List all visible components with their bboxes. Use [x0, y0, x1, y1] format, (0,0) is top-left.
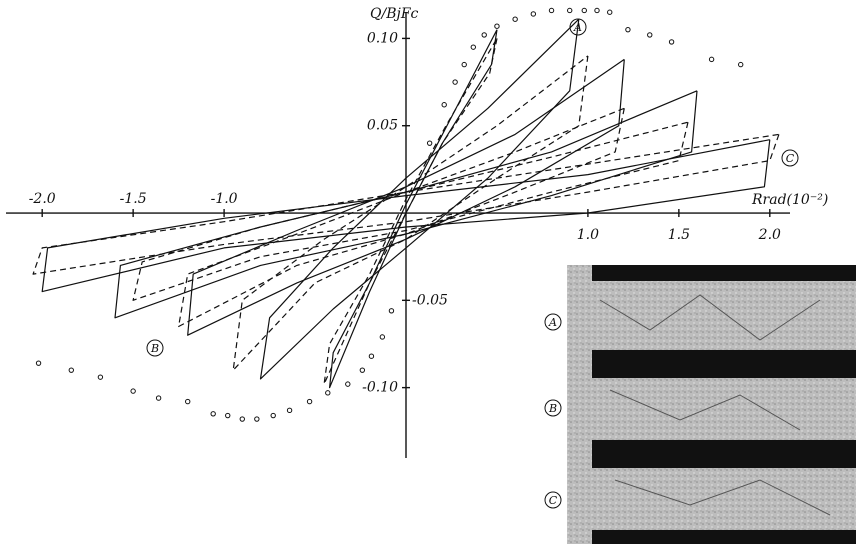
x-tick-label: 2.0: [758, 227, 781, 243]
envelope-point: [482, 33, 486, 37]
envelope-point: [255, 417, 259, 421]
y-tick-label: 0.05: [367, 118, 398, 134]
envelope-point: [346, 382, 350, 386]
envelope-point: [360, 368, 364, 372]
envelope-point: [131, 389, 135, 393]
envelope-point: [156, 396, 160, 400]
envelope-point: [211, 412, 215, 416]
envelope-point: [240, 417, 244, 421]
envelope-point: [69, 368, 73, 372]
photo-label: B: [548, 402, 557, 415]
envelope-point: [36, 361, 40, 365]
x-tick-label: -1.0: [211, 191, 238, 207]
envelope-point: [226, 413, 230, 417]
envelope-point: [531, 12, 535, 16]
envelope-point: [709, 57, 713, 61]
analysis-loop: [179, 108, 625, 326]
envelope-point: [549, 8, 553, 12]
envelope-point: [380, 335, 384, 339]
envelope-point: [608, 10, 612, 14]
x-tick-label: -2.0: [29, 191, 56, 207]
x-tick-label: 1.0: [577, 227, 599, 243]
y-axis-label: Q/BjFc: [370, 6, 419, 22]
envelope-point: [582, 8, 586, 12]
envelope-point: [626, 27, 630, 31]
envelope-point: [442, 103, 446, 107]
envelope-point: [427, 141, 431, 145]
envelope-point: [453, 80, 457, 84]
envelope-point: [369, 354, 373, 358]
envelope-point: [595, 8, 599, 12]
envelope-point: [326, 391, 330, 395]
envelope-point: [495, 24, 499, 28]
photo-label: A: [548, 316, 557, 329]
annotation: B: [150, 342, 159, 355]
photo-label: C: [549, 494, 558, 507]
envelope-point: [739, 62, 743, 66]
x-tick-label: 1.5: [668, 227, 690, 243]
envelope-point: [271, 413, 275, 417]
y-tick-label: -0.05: [412, 292, 448, 308]
test-loop: [330, 30, 497, 388]
annotation: C: [786, 152, 795, 165]
chart: Q/BjFc Rrad(10⁻²) -2.0 -1.5 -1.0 1.0 1.5 2.0 0…: [0, 0, 856, 544]
specimen-photo: [567, 265, 856, 544]
y-tick-label: -0.10: [362, 380, 398, 396]
envelope-point: [98, 375, 102, 379]
x-tick-label: -1.5: [120, 191, 147, 207]
envelope-point: [186, 399, 190, 403]
envelope-point: [462, 62, 466, 66]
envelope-point: [648, 33, 652, 37]
test-loop: [261, 19, 579, 379]
y-tick-label: 0.10: [367, 30, 398, 46]
annotation: A: [573, 21, 582, 34]
envelope-point: [471, 45, 475, 49]
envelope-point: [307, 399, 311, 403]
envelope-point: [287, 408, 291, 412]
envelope-point: [513, 17, 517, 21]
envelope-point: [669, 40, 673, 44]
envelope-point: [568, 8, 572, 12]
x-axis-label: Rrad(10⁻²): [751, 192, 828, 208]
envelope-point: [389, 309, 393, 313]
